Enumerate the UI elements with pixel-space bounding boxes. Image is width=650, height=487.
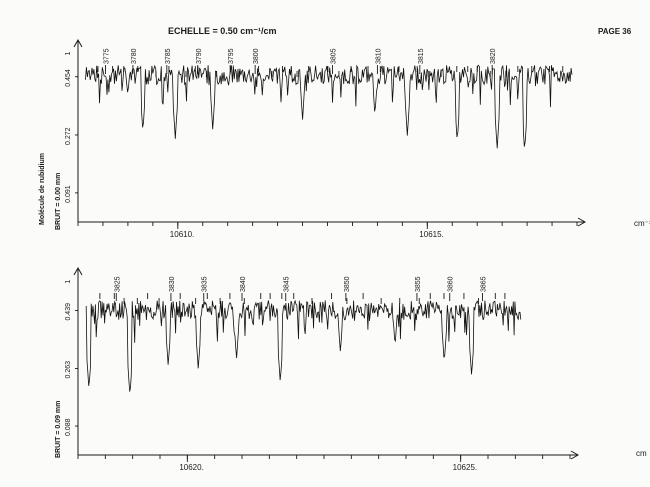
molecule-label: Molécule de rubidium [39, 153, 46, 225]
spectrum-trace [85, 64, 573, 149]
spectrum-panel-bottom: 10620. 10625. 0.088 0.263 0.439 1 3825 3830 3835… [65, 266, 580, 472]
line-number-label: 3845 [284, 276, 291, 292]
line-number-label: 3855 [415, 276, 422, 292]
line-number-label: 3790 [196, 48, 203, 64]
y-tick-label: 0.454 [65, 69, 72, 87]
line-number-label: 3810 [375, 48, 382, 64]
line-number-label: 3840 [240, 276, 247, 292]
x-tick-label: 10620. [179, 463, 203, 472]
y-axis-arrow [73, 266, 83, 276]
line-number-label: 3815 [418, 48, 425, 64]
scale-label: ECHELLE = 0.50 cm⁻¹/cm [168, 26, 277, 36]
noise-label-top: BRUIT = 0.00 mm [55, 173, 62, 230]
line-number-label: 3805 [330, 48, 337, 64]
y-top-label: 1 [65, 280, 72, 284]
line-number-label: 3860 [448, 276, 455, 292]
x-axis-arrow [577, 217, 587, 227]
x-axis-arrow [570, 450, 580, 460]
line-number-label: 3785 [165, 48, 172, 64]
spectrum-trace [85, 299, 522, 392]
line-number-label: 3795 [228, 48, 235, 64]
x-tick-label: 10625. [453, 463, 477, 472]
y-tick-label: 0.263 [65, 361, 72, 379]
line-number-label: 3825 [114, 276, 121, 292]
axis-frame [77, 268, 578, 456]
line-number-label: 3850 [344, 276, 351, 292]
line-number-label: 3865 [481, 276, 488, 292]
x-unit-top: cm⁻¹ [634, 219, 650, 228]
spectrum-panel-top: 10610. 10615. 0.091 0.272 0.454 1 3775 3780 3785… [65, 38, 587, 239]
y-axis-arrow [73, 38, 83, 48]
y-tick-label: 0.272 [65, 127, 72, 145]
y-top-label: 1 [65, 51, 72, 55]
x-unit-bottom: cm [636, 449, 647, 458]
page-label: PAGE 36 [598, 27, 632, 36]
line-number-label: 3775 [103, 48, 110, 64]
line-number-label: 3820 [490, 48, 497, 64]
x-tick-label: 10615. [419, 230, 443, 239]
line-number-label: 3780 [131, 48, 138, 64]
y-tick-label: 0.088 [65, 418, 72, 436]
y-tick-label: 0.091 [65, 185, 72, 203]
x-tick-label: 10610. [170, 230, 194, 239]
noise-label-bottom: BRUIT = 0.09 mm [55, 401, 62, 458]
y-tick-label: 0.439 [65, 303, 72, 321]
line-number-label: 3800 [253, 48, 260, 64]
line-number-label: 3830 [169, 276, 176, 292]
line-number-label: 3835 [202, 276, 209, 292]
